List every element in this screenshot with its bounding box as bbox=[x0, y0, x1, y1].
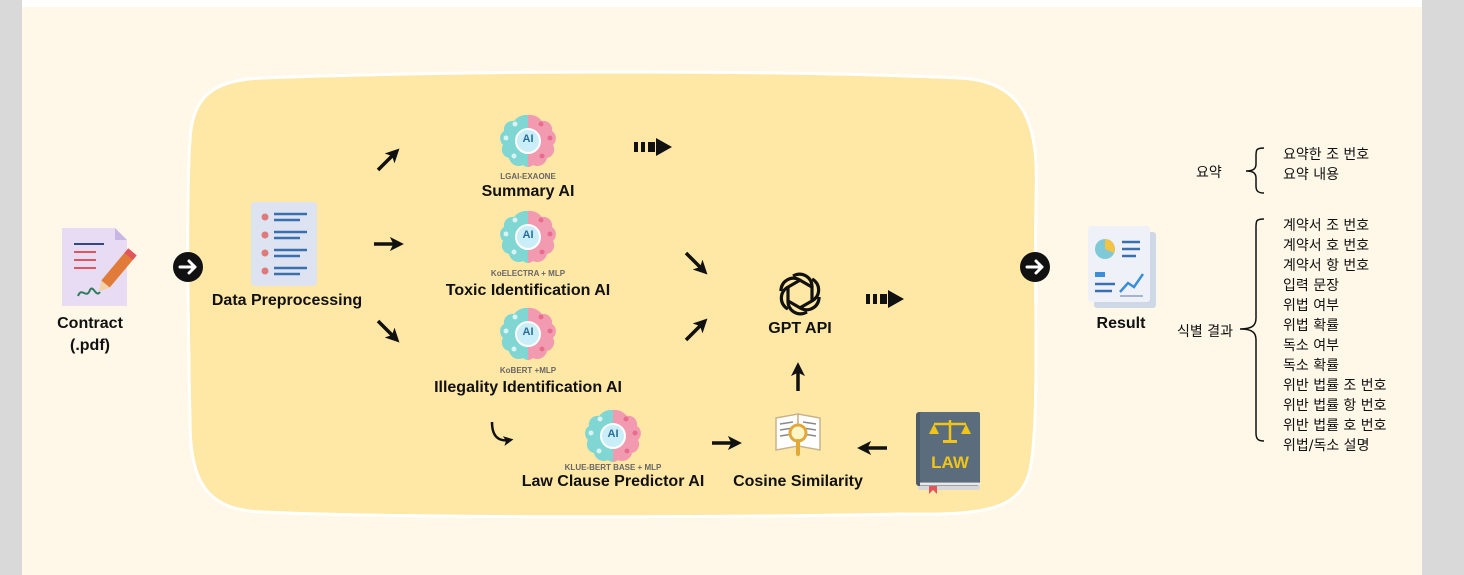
result-report-icon bbox=[1088, 226, 1156, 308]
openai-logo-icon bbox=[779, 272, 821, 316]
output-item: 위법 확률 bbox=[1283, 318, 1339, 334]
summary-ai-model: LGAI-EXAONE bbox=[500, 172, 556, 181]
illegality-ai-label: Illegality Identification AI bbox=[434, 379, 622, 396]
arrow-circle-right bbox=[1020, 252, 1050, 282]
law-clause-ai-model: KLUE-BERT BASE + MLP bbox=[564, 463, 662, 472]
slide-top-strip bbox=[22, 0, 1422, 7]
output-item: 요약 내용 bbox=[1283, 167, 1339, 183]
book-search-icon bbox=[775, 413, 821, 456]
output-item: 위법/독소 설명 bbox=[1283, 438, 1370, 454]
arrow-illegality-to-lawclause bbox=[490, 421, 514, 446]
output-item: 계약서 항 번호 bbox=[1283, 258, 1370, 274]
output-item: 입력 문장 bbox=[1283, 278, 1339, 294]
arrow-to-illegality bbox=[376, 319, 400, 343]
contract-format-label: (.pdf) bbox=[70, 337, 110, 354]
output-item: 위반 법률 호 번호 bbox=[1283, 418, 1387, 434]
result-label: Result bbox=[1096, 315, 1146, 332]
identification-group-label: 식별 결과 bbox=[1177, 324, 1233, 340]
arrow-circle-left bbox=[173, 252, 203, 282]
pipeline-background bbox=[186, 70, 1038, 519]
output-item: 계약서 호 번호 bbox=[1283, 238, 1370, 254]
toxic-ai-label: Toxic Identification AI bbox=[445, 282, 611, 299]
output-item: 계약서 조 번호 bbox=[1283, 218, 1370, 234]
output-item: 독소 확률 bbox=[1283, 358, 1339, 374]
law-clause-ai-chip-label: AI bbox=[607, 428, 619, 440]
contract-document-icon bbox=[62, 228, 137, 306]
illegality-ai-model: KoBERT +MLP bbox=[499, 366, 557, 375]
dashed-arrow-gpt bbox=[866, 290, 904, 308]
output-item: 위법 여부 bbox=[1283, 298, 1339, 314]
law-clause-ai-label: Law Clause Predictor AI bbox=[521, 473, 705, 490]
dashed-arrow-summary bbox=[634, 138, 672, 156]
preprocessing-label: Data Preprocessing bbox=[211, 292, 363, 309]
illegality-ai-chip-label: AI bbox=[522, 326, 534, 338]
preprocessing-document-icon bbox=[251, 202, 317, 286]
law-book-label: LAW bbox=[931, 453, 970, 472]
arrow-toxic-to-gpt bbox=[684, 251, 708, 275]
toxic-ai-chip-label: AI bbox=[522, 229, 534, 241]
summary-group-label: 요약 bbox=[1196, 165, 1222, 181]
output-item: 요약한 조 번호 bbox=[1283, 147, 1370, 163]
output-item: 위반 법률 항 번호 bbox=[1283, 398, 1387, 414]
law-book-icon: LAW bbox=[916, 412, 980, 494]
output-item: 위반 법률 조 번호 bbox=[1283, 378, 1387, 394]
arrow-to-summary bbox=[376, 148, 400, 172]
output-item: 독소 여부 bbox=[1283, 338, 1339, 354]
summary-ai-chip-label: AI bbox=[522, 133, 534, 145]
contract-label: Contract bbox=[57, 315, 123, 332]
toxic-ai-model: KoELECTRA + MLP bbox=[490, 269, 566, 278]
summary-ai-label: Summary AI bbox=[481, 183, 575, 200]
summary-brace bbox=[1245, 147, 1265, 194]
gpt-api-label: GPT API bbox=[768, 320, 832, 337]
arrow-illegality-to-gpt bbox=[684, 318, 708, 342]
cosine-similarity-label: Cosine Similarity bbox=[733, 473, 863, 490]
identification-brace bbox=[1239, 218, 1265, 442]
